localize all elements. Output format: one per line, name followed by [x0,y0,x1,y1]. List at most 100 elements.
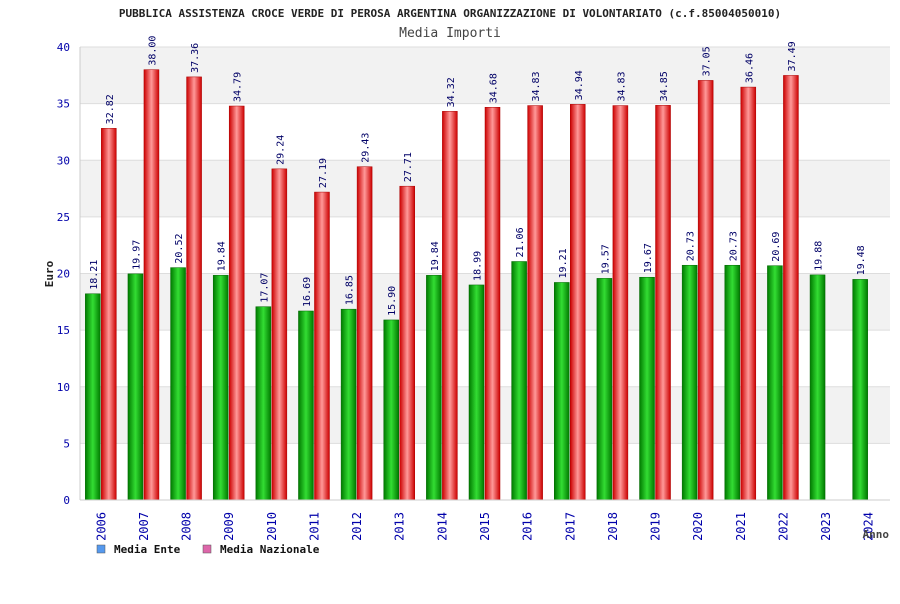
x-tick-label-2015: 2015 [478,512,492,541]
data-label-media-ente-2006: 18.21 [89,260,100,290]
x-axis: 2006 2007 2008 2009 2010 2011 2012 2013 2014 2015… [80,499,890,541]
data-label-media-nazionale-2009: 34.79 [233,72,244,102]
y-tick-label: 35 [57,98,70,111]
data-label-media-ente-2007: 19.97 [131,240,142,270]
data-label-media-nazionale-2006: 32.82 [105,94,116,124]
bar-media-ente-2018 [596,278,613,501]
bar-media-ente-2016 [511,261,527,501]
data-label-media-nazionale-2014: 34.32 [446,77,457,107]
data-label-media-ente-2022: 20.69 [771,232,782,262]
bar-media-ente-2024 [852,279,868,501]
x-tick-label-2020: 2020 [691,512,705,541]
x-tick-label-2013: 2013 [393,512,407,541]
x-tick-label-2009: 2009 [222,512,236,541]
data-label-media-ente-2017: 19.21 [558,248,569,278]
data-label-media-ente-2019: 19.67 [643,243,654,273]
bar-media-nazionale-2020 [697,80,714,501]
bar-media-ente-2015 [468,284,485,501]
data-label-media-nazionale-2013: 27.71 [403,152,414,182]
bar-media-ente-2017 [554,282,570,501]
bar-media-nazionale-2015 [484,106,501,501]
y-tick-label: 30 [57,154,70,167]
y-tick-label: 40 [57,41,70,54]
bar-media-ente-2020 [681,264,698,501]
x-tick-label-2017: 2017 [563,512,577,541]
x-tick-label-2024: 2024 [862,512,876,541]
value-labels: 18.21 32.82 19.97 38.00 20.52 37.36 19.84 34.79… [89,36,867,316]
y-tick-label: 0 [63,494,70,507]
bar-media-nazionale-2021 [740,86,757,501]
data-label-media-nazionale-2018: 34.83 [616,71,627,101]
legend-swatch-media-ente [96,544,106,554]
data-label-media-ente-2020: 20.73 [686,231,697,261]
bar-media-nazionale-2014 [442,111,458,501]
bar-media-nazionale-2022 [783,75,799,501]
bar-media-ente-2009 [212,275,229,501]
bar-media-nazionale-2011 [314,191,330,501]
y-tick-label: 15 [57,324,70,337]
bar-media-nazionale-2012 [356,166,373,501]
chart-title: PUBBLICA ASSISTENZA CROCE VERDE DI PEROS… [119,7,781,20]
x-tick-label-2018: 2018 [606,512,620,541]
legend-swatch-media-nazionale [202,544,212,554]
bar-media-nazionale-2010 [271,168,288,501]
bar-media-ente-2011 [298,310,314,501]
data-label-media-nazionale-2022: 37.49 [787,41,798,71]
y-axis-label: Euro [43,260,56,287]
bar-media-ente-2006 [85,293,101,501]
data-label-media-ente-2023: 19.88 [814,241,825,271]
bars [85,69,868,501]
y-tick-label: 20 [57,268,70,281]
x-tick-label-2014: 2014 [435,512,449,541]
data-label-media-ente-2008: 20.52 [174,234,185,264]
legend-label-media-nazionale: Media Nazionale [220,543,320,556]
data-label-media-ente-2015: 18.99 [473,251,484,281]
x-tick-label-2019: 2019 [649,512,663,541]
bar-media-nazionale-2006 [101,128,117,501]
bar-media-nazionale-2008 [186,76,202,501]
bar-media-ente-2014 [426,275,442,501]
y-tick-label: 25 [57,211,70,224]
bar-media-nazionale-2013 [399,185,415,501]
data-label-media-ente-2016: 21.06 [515,227,526,257]
legend-label-media-ente: Media Ente [114,543,181,556]
bar-media-ente-2021 [724,264,741,501]
data-label-media-nazionale-2017: 34.94 [574,70,585,100]
x-tick-label-2016: 2016 [521,512,535,541]
y-axis: 0 5 10 15 20 25 30 35 40 [57,41,81,507]
x-axis-label: Anno [863,528,890,541]
data-label-media-ente-2013: 15.90 [387,286,398,316]
bar-media-ente-2022 [767,265,783,501]
x-tick-label-2007: 2007 [137,512,151,541]
data-label-media-ente-2009: 19.84 [217,241,228,271]
bar-media-nazionale-2007 [143,69,160,501]
data-label-media-nazionale-2016: 34.83 [531,71,542,101]
bar-media-nazionale-2018 [612,105,629,501]
data-label-media-nazionale-2012: 29.43 [361,133,372,163]
data-label-media-nazionale-2011: 27.19 [318,158,329,188]
data-label-media-ente-2018: 19.57 [600,244,611,274]
data-label-media-ente-2014: 19.84 [430,241,441,271]
data-label-media-nazionale-2021: 36.46 [744,53,755,83]
data-label-media-ente-2010: 17.07 [259,273,270,303]
bar-media-ente-2008 [170,267,186,501]
data-label-media-nazionale-2007: 38.00 [147,36,158,66]
x-tick-label-2021: 2021 [734,512,748,541]
bar-media-nazionale-2016 [527,105,543,501]
y-tick-label: 5 [63,437,70,450]
data-label-media-nazionale-2010: 29.24 [275,135,286,165]
data-label-media-nazionale-2008: 37.36 [190,43,201,73]
x-tick-label-2022: 2022 [776,512,790,541]
x-tick-label-2012: 2012 [350,512,364,541]
y-tick-label: 10 [57,381,70,394]
bar-media-nazionale-2017 [570,104,586,501]
bar-media-ente-2019 [639,276,655,501]
bar-media-ente-2010 [255,306,272,501]
data-label-media-ente-2024: 19.48 [856,245,867,275]
x-tick-label-2011: 2011 [307,512,321,541]
data-label-media-nazionale-2019: 34.85 [659,71,670,101]
bar-media-ente-2023 [809,274,826,501]
x-tick-label-2023: 2023 [819,512,833,541]
